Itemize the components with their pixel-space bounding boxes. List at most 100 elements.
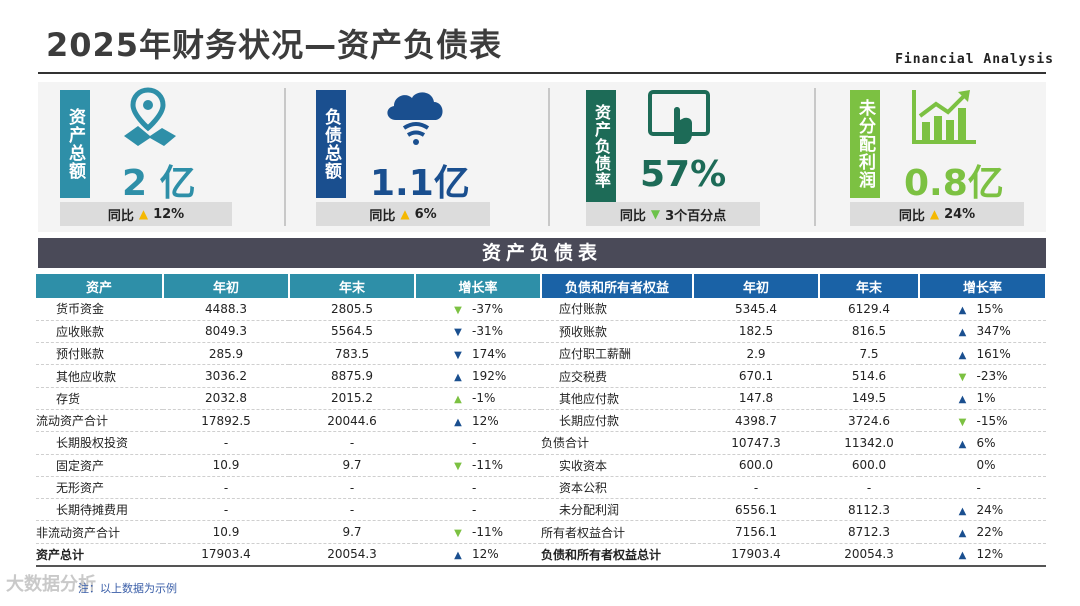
asset-growth-rate: ▼ -11% xyxy=(415,520,541,544)
kpi-panel: 资产总额 2 亿 同比 ▲ 12% 负债总额 1.1亿 同比 ▲ 6% xyxy=(38,82,1046,232)
liability-growth-rate: ▲ 6% xyxy=(919,431,1046,455)
asset-begin-value: - xyxy=(163,498,289,522)
asset-name: 其他应收款 xyxy=(36,364,163,388)
liability-name: 未分配利润 xyxy=(541,498,693,522)
asset-name: 流动资产合计 xyxy=(36,409,163,433)
liability-end-value: 7.5 xyxy=(819,342,919,366)
asset-begin-value: 2032.8 xyxy=(163,387,289,410)
asset-growth-rate: ▲ -1% xyxy=(415,387,541,410)
liability-growth-rate: ▲ 15% xyxy=(919,298,1046,321)
liability-name: 负债和所有者权益总计 xyxy=(541,543,693,567)
table-row: 存货 2032.8 2015.2 ▲ -1% 其他应付款 147.8 149.5 ▲ 1% xyxy=(36,387,1046,410)
liability-growth-rate: ▲ 24% xyxy=(919,498,1046,522)
trend-up-icon: ▲ xyxy=(454,416,462,428)
growth-rate-value: -31% xyxy=(472,324,504,339)
liability-end-value: 8712.3 xyxy=(819,520,919,544)
trend-up-icon: ▲ xyxy=(454,394,462,406)
liability-end-value: - xyxy=(819,476,919,500)
asset-growth-rate: ▲ 12% xyxy=(415,543,541,567)
asset-end-value: - xyxy=(289,431,415,455)
growth-rate-value: 174% xyxy=(472,346,507,361)
kpi-compare-badge: 同比 ▲ 6% xyxy=(316,202,490,226)
kpi-value: 1.1亿 xyxy=(370,163,470,204)
asset-name: 固定资产 xyxy=(36,454,163,477)
asset-end-value: - xyxy=(289,476,415,500)
trend-down-icon: ▼ xyxy=(454,304,462,316)
kpi-label: 负债总额 xyxy=(316,90,346,198)
liability-name: 应付账款 xyxy=(541,298,693,321)
asset-name: 货币资金 xyxy=(36,298,163,321)
kpi-card-total-liabilities: 负债总额 1.1亿 同比 ▲ 6% xyxy=(294,82,548,232)
liability-name: 其他应付款 xyxy=(541,387,693,410)
table-row: 资产总计 17903.4 20054.3 ▲ 12% 负债和所有者权益总计 17903.4 2… xyxy=(36,543,1046,567)
compare-label: 同比 xyxy=(619,208,646,224)
asset-name: 预付账款 xyxy=(36,342,163,366)
trend-up-icon: ▲ xyxy=(958,327,967,339)
liability-begin-value: 4398.7 xyxy=(693,409,819,433)
compare-label: 同比 xyxy=(369,208,396,224)
trend-down-icon: ▼ xyxy=(454,461,462,473)
asset-growth-rate: ▼ 174% xyxy=(415,342,541,366)
col-header: 增长率 xyxy=(919,274,1047,298)
trend-up-icon: ▲ xyxy=(454,372,462,384)
asset-growth-rate: ▲ 12% xyxy=(415,409,541,433)
compare-change: 24% xyxy=(944,206,976,222)
growth-rate-value: 192% xyxy=(472,369,507,384)
liability-growth-rate: ▼ -23% xyxy=(919,364,1046,388)
table-row: 预付账款 285.9 783.5 ▼ 174% 应付职工薪酬 2.9 7.5 ▲ 161% xyxy=(36,342,1046,366)
growth-rate-value: -15% xyxy=(976,413,1008,428)
page-subtitle: Financial Analysis xyxy=(895,52,1054,67)
asset-end-value: 5564.5 xyxy=(289,320,415,344)
kpi-compare-badge: 同比 ▼ 3个百分点 xyxy=(586,202,760,226)
asset-end-value: 2015.2 xyxy=(289,387,415,410)
kpi-value: 0.8亿 xyxy=(904,163,1004,204)
liability-begin-value: 5345.4 xyxy=(693,298,819,321)
liability-begin-value: 182.5 xyxy=(693,320,819,344)
trend-down-icon: ▼ xyxy=(958,372,967,384)
compare-change: 6% xyxy=(414,206,437,222)
kpi-card-retained-earnings: 未分配利润 0.8亿 同比 ▲ 24% xyxy=(824,82,1046,232)
liability-growth-rate: ▲ 1% xyxy=(919,387,1046,410)
col-header: 年初 xyxy=(163,274,290,298)
trend-up-icon: ▲ xyxy=(400,207,410,221)
trend-down-icon: ▼ xyxy=(454,327,462,339)
growth-rate-value: 12% xyxy=(472,547,499,562)
kpi-value: 2 亿 xyxy=(122,163,196,204)
asset-end-value: 20044.6 xyxy=(289,409,415,433)
trend-up-icon: ▲ xyxy=(958,304,967,316)
table-header-row: 资产 年初 年末 增长率 负债和所有者权益 年初 年末 增长率 xyxy=(36,274,1047,298)
kpi-card-debt-ratio: 资产负债率 57% 同比 ▼ 3个百分点 xyxy=(558,82,814,232)
growth-rate-value: - xyxy=(472,435,477,450)
trend-down-icon: ▼ xyxy=(958,416,967,428)
compare-label: 同比 xyxy=(107,208,134,224)
table-title: 资产负债表 xyxy=(38,238,1046,268)
growth-rate-value: 1% xyxy=(976,391,996,406)
liability-end-value: 20054.3 xyxy=(819,543,919,567)
table-row: 长期股权投资 - - - 负债合计 10747.3 11342.0 ▲ 6% xyxy=(36,431,1046,455)
liability-name: 预收账款 xyxy=(541,320,693,344)
liability-begin-value: 7156.1 xyxy=(693,520,819,544)
bottom-divider xyxy=(36,565,1046,567)
asset-growth-rate: - xyxy=(415,431,541,455)
growth-rate-value: -11% xyxy=(472,525,504,540)
page-title: 2025年财务状况—资产负债表 xyxy=(46,26,503,64)
compare-change: 3个百分点 xyxy=(665,208,727,224)
liability-name: 应付职工薪酬 xyxy=(541,342,693,366)
asset-name: 无形资产 xyxy=(36,476,163,500)
asset-growth-rate: ▲ 192% xyxy=(415,364,541,388)
growth-chart-icon xyxy=(912,90,976,144)
kpi-label: 资产负债率 xyxy=(586,90,616,202)
liability-begin-value: 670.1 xyxy=(693,364,819,388)
asset-name: 应收账款 xyxy=(36,320,163,344)
asset-growth-rate: ▼ -11% xyxy=(415,454,541,477)
trend-up-icon: ▲ xyxy=(958,528,967,540)
liability-name: 资本公积 xyxy=(541,476,693,500)
asset-begin-value: 3036.2 xyxy=(163,364,289,388)
table-row: 货币资金 4488.3 2805.5 ▼ -37% 应付账款 5345.4 6129.4 ▲ 15… xyxy=(36,298,1046,321)
growth-rate-value: 24% xyxy=(976,502,1004,517)
asset-begin-value: 285.9 xyxy=(163,342,289,366)
asset-name: 长期待摊费用 xyxy=(36,498,163,522)
asset-name: 资产总计 xyxy=(36,543,163,567)
table-row: 固定资产 10.9 9.7 ▼ -11% 实收资本 600.0 600.0 0% xyxy=(36,454,1046,477)
liability-end-value: 3724.6 xyxy=(819,409,919,433)
